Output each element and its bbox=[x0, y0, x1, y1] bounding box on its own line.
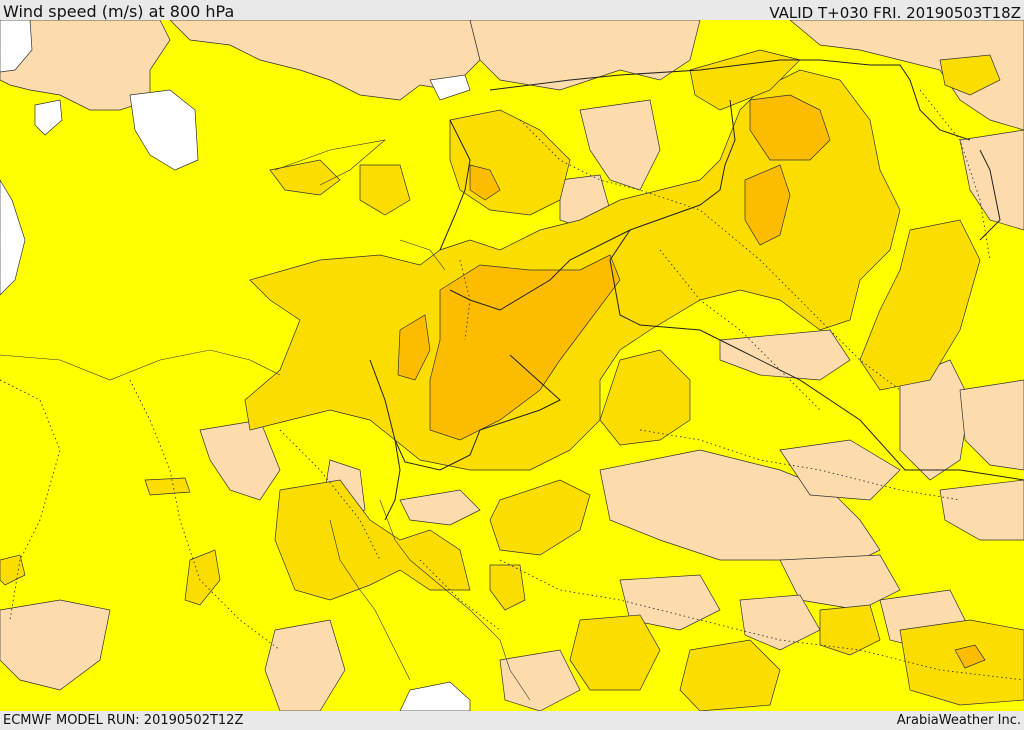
map-title: Wind speed (m/s) at 800 hPa bbox=[3, 2, 235, 21]
model-run: ECMWF MODEL RUN: 20190502T12Z bbox=[3, 713, 244, 728]
contour-lines bbox=[0, 139, 531, 701]
credit-label: ArabiaWeather Inc. bbox=[896, 713, 1021, 728]
admin-borders bbox=[0, 89, 1024, 681]
map-header: Wind speed (m/s) at 800 hPa VALID T+030 … bbox=[0, 0, 1024, 22]
map-footer: ECMWF MODEL RUN: 20190502T12Z ArabiaWeat… bbox=[0, 711, 1024, 729]
wind-speed-map bbox=[0, 20, 1024, 711]
valid-time: VALID T+030 FRI. 20190503T18Z bbox=[769, 4, 1021, 22]
country-borders bbox=[369, 59, 1024, 521]
weak-wind-regions bbox=[0, 20, 1024, 711]
no-data-areas bbox=[0, 20, 471, 711]
strong-wind-regions bbox=[397, 94, 986, 669]
